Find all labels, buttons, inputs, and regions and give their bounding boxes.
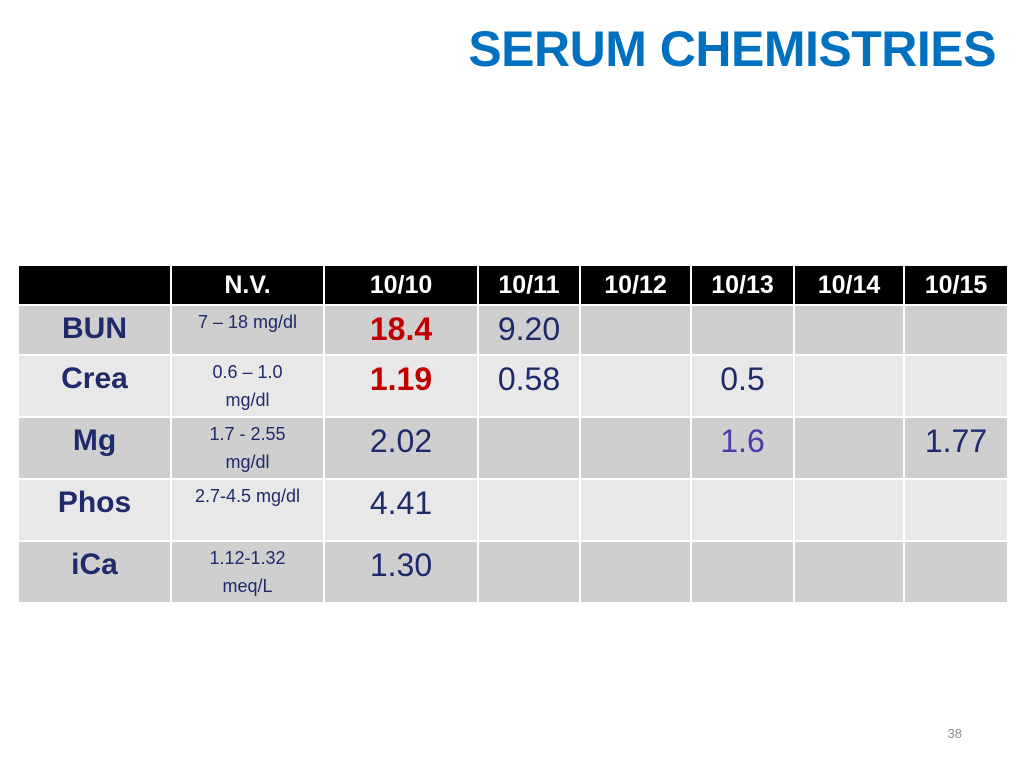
header-cell-normal-values: N.V. <box>170 264 325 306</box>
value-cell <box>903 354 1009 418</box>
normal-value-range: 7 – 18 mg/dl <box>170 304 325 356</box>
value-cell: 1.30 <box>323 540 479 604</box>
value-cell <box>477 478 581 542</box>
slide-number: 38 <box>947 726 962 741</box>
header-cell-date: 10/12 <box>579 264 692 306</box>
normal-value-range: 1.12-1.32 meq/L <box>170 540 325 604</box>
value-cell <box>903 478 1009 542</box>
header-row: N.V. 10/10 10/11 10/12 10/13 10/14 10/15 <box>17 264 1009 306</box>
value-cell <box>793 416 905 480</box>
table-row: iCa 1.12-1.32 meq/L 1.30 <box>17 540 1009 604</box>
value-cell <box>579 478 692 542</box>
header-cell-date: 10/10 <box>323 264 479 306</box>
header-cell-date: 10/15 <box>903 264 1009 306</box>
value-cell <box>477 540 581 604</box>
normal-value-range: 0.6 – 1.0 mg/dl <box>170 354 325 418</box>
analyte-name: Phos <box>17 478 172 542</box>
value-cell <box>477 416 581 480</box>
value-cell: 4.41 <box>323 478 479 542</box>
analyte-name: BUN <box>17 304 172 356</box>
value-cell <box>579 304 692 356</box>
value-cell <box>793 304 905 356</box>
header-cell-date: 10/14 <box>793 264 905 306</box>
value-cell <box>579 416 692 480</box>
analyte-name: Mg <box>17 416 172 480</box>
value-cell: 0.5 <box>690 354 795 418</box>
table-row: Crea 0.6 – 1.0 mg/dl 1.19 0.58 0.5 <box>17 354 1009 418</box>
slide-title: SERUM CHEMISTRIES <box>468 21 996 77</box>
normal-value-range: 1.7 - 2.55 mg/dl <box>170 416 325 480</box>
analyte-name: iCa <box>17 540 172 604</box>
value-cell-abnormal: 1.19 <box>323 354 479 418</box>
value-cell <box>690 540 795 604</box>
serum-chemistries-table: N.V. 10/10 10/11 10/12 10/13 10/14 10/15… <box>17 264 1009 604</box>
table-row: BUN 7 – 18 mg/dl 18.4 9.20 <box>17 304 1009 356</box>
value-cell <box>690 304 795 356</box>
value-cell <box>793 354 905 418</box>
value-cell: 1.77 <box>903 416 1009 480</box>
header-cell-date: 10/11 <box>477 264 581 306</box>
table-row: Mg 1.7 - 2.55 mg/dl 2.02 1.6 1.77 <box>17 416 1009 480</box>
value-cell <box>579 354 692 418</box>
analyte-name: Crea <box>17 354 172 418</box>
value-cell-abnormal: 18.4 <box>323 304 479 356</box>
value-cell: 0.58 <box>477 354 581 418</box>
value-cell: 9.20 <box>477 304 581 356</box>
value-cell <box>903 304 1009 356</box>
value-cell <box>793 540 905 604</box>
normal-value-range: 2.7-4.5 mg/dl <box>170 478 325 542</box>
header-cell-date: 10/13 <box>690 264 795 306</box>
value-cell <box>579 540 692 604</box>
value-cell <box>690 478 795 542</box>
header-cell-analyte <box>17 264 172 306</box>
value-cell-highlighted: 1.6 <box>690 416 795 480</box>
value-cell: 2.02 <box>323 416 479 480</box>
table-row: Phos 2.7-4.5 mg/dl 4.41 <box>17 478 1009 542</box>
value-cell <box>903 540 1009 604</box>
value-cell <box>793 478 905 542</box>
